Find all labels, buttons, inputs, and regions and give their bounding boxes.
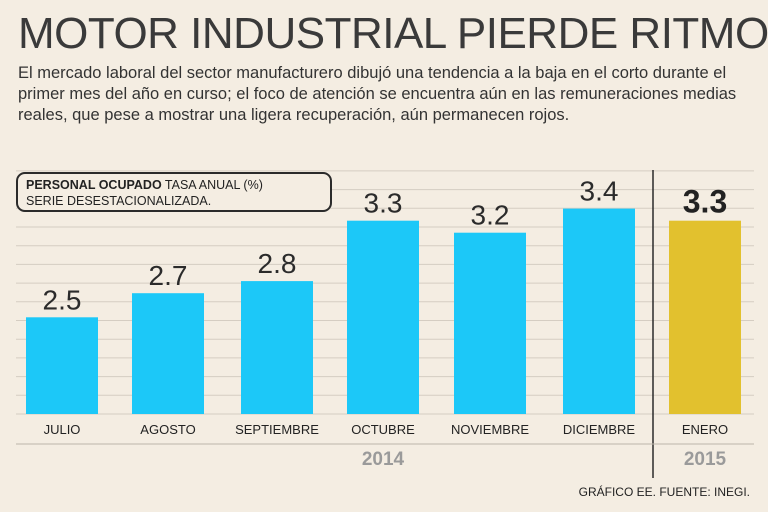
value-label-agosto: 2.7 (149, 260, 188, 291)
legend-line-1: PERSONAL OCUPADO TASA ANUAL (%) (26, 177, 322, 193)
category-label-noviembre: NOVIEMBRE (451, 422, 529, 437)
legend-box: PERSONAL OCUPADO TASA ANUAL (%) SERIE DE… (16, 172, 332, 212)
chart-subtitle: El mercado laboral del sector manufactur… (18, 64, 737, 124)
bar-noviembre (454, 232, 526, 414)
value-label-septiembre: 2.8 (258, 248, 297, 279)
value-label-enero: 3.3 (683, 184, 727, 220)
bar-septiembre (241, 281, 313, 414)
category-label-julio: JULIO (44, 422, 81, 437)
legend-title: PERSONAL OCUPADO (26, 178, 162, 192)
bar-octubre (347, 220, 419, 414)
legend-unit: TASA ANUAL (%) (161, 178, 263, 192)
category-label-octubre: OCTUBRE (351, 422, 415, 437)
category-label-septiembre: SEPTIEMBRE (235, 422, 319, 437)
bar-enero (669, 220, 741, 414)
value-label-noviembre: 3.2 (471, 200, 510, 231)
year-label-2015: 2015 (684, 449, 727, 470)
bar-agosto (132, 293, 204, 414)
legend-line-2: SERIE DESESTACIONALIZADA. (26, 194, 212, 208)
bar-julio (26, 317, 98, 414)
value-label-diciembre: 3.4 (580, 176, 619, 207)
category-label-enero: ENERO (682, 422, 728, 437)
chart-title: MOTOR INDUSTRIAL PIERDE RITMO (18, 9, 768, 58)
value-label-julio: 2.5 (43, 284, 82, 315)
bar-diciembre (563, 208, 635, 414)
year-label-2014: 2014 (362, 449, 405, 470)
category-label-diciembre: DICIEMBRE (563, 422, 636, 437)
value-label-octubre: 3.3 (364, 188, 403, 219)
source-credit: GRÁFICO EE. FUENTE: INEGI. (578, 485, 750, 499)
category-label-agosto: AGOSTO (140, 422, 195, 437)
